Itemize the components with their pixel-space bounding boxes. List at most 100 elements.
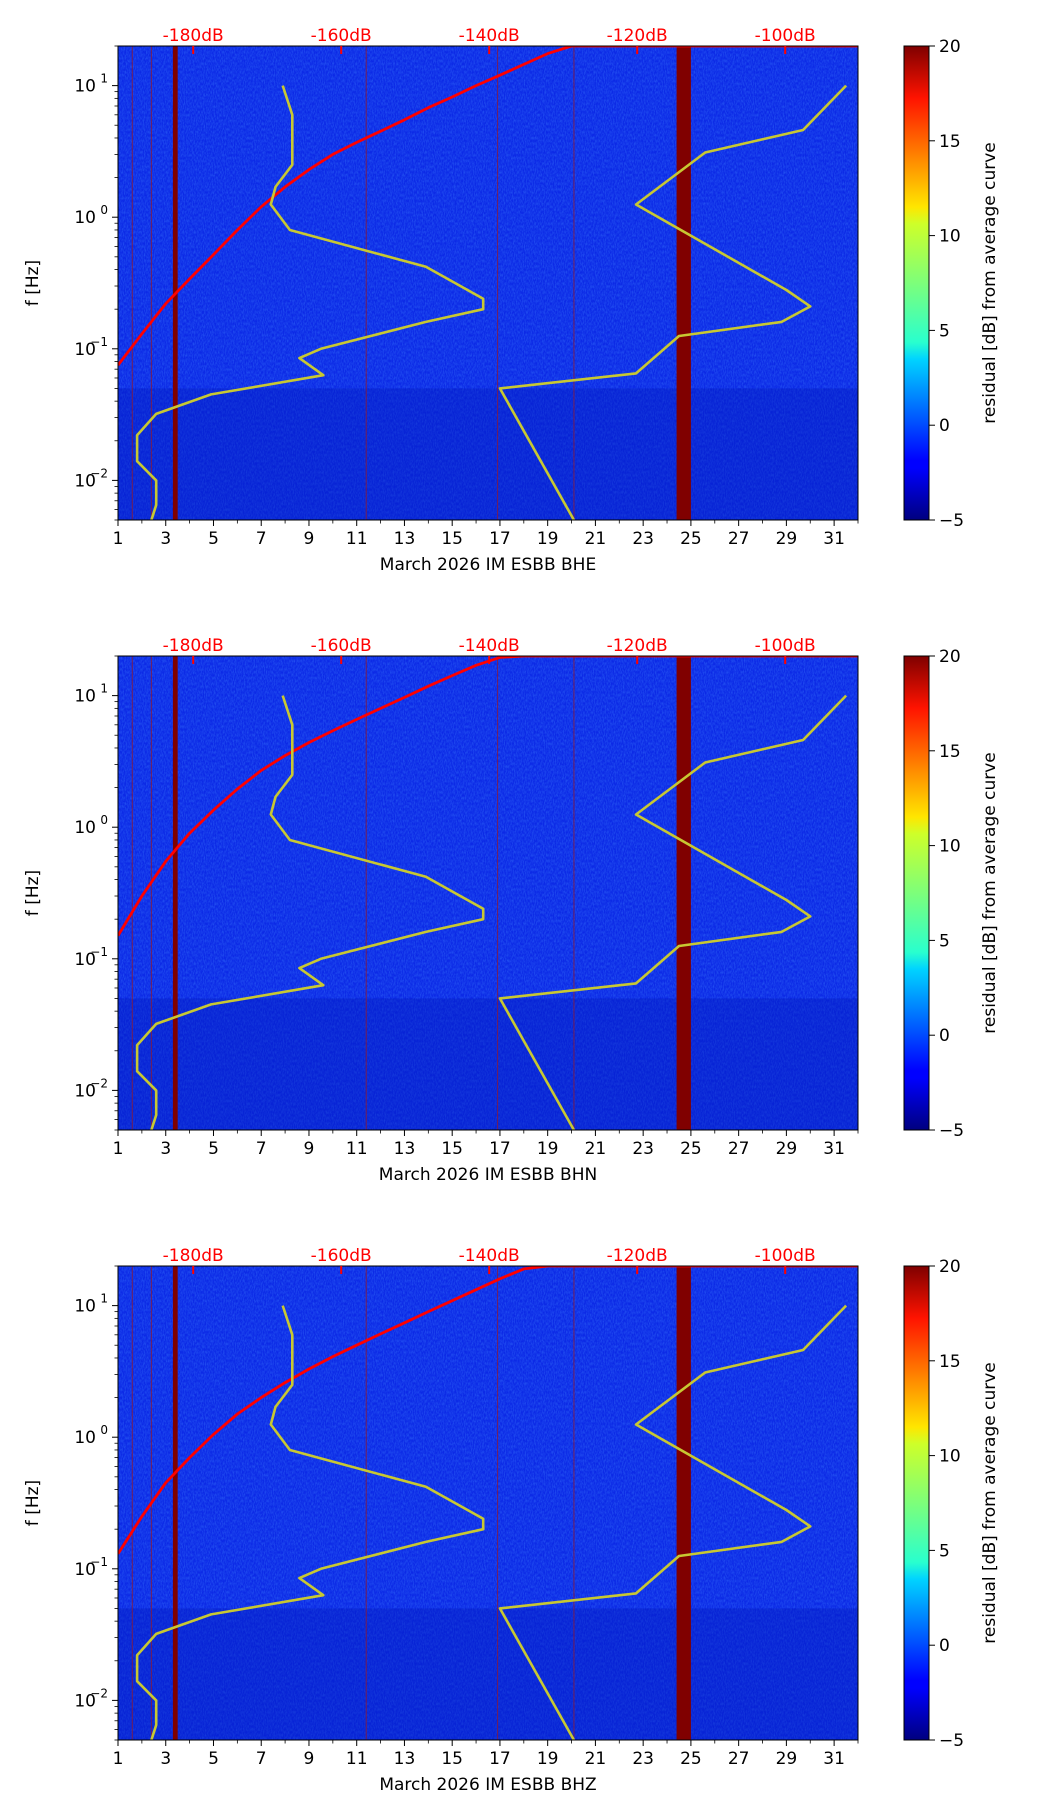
db-tick-label: -140dB xyxy=(459,636,520,656)
colorbar-tick-label: −5 xyxy=(939,1121,964,1141)
y-tick-label: 10 xyxy=(74,687,96,707)
colorbar-tick-label: 5 xyxy=(939,1541,950,1561)
db-tick-label: -180dB xyxy=(163,1246,224,1266)
colorbar xyxy=(903,45,930,521)
plot-area xyxy=(118,1266,858,1740)
colorbar-tick-label: 0 xyxy=(939,1636,950,1656)
axes-frame xyxy=(117,655,859,1131)
series-line-2 xyxy=(498,694,848,1130)
x-tick-label: 25 xyxy=(680,1749,702,1769)
x-tick-label: 27 xyxy=(728,1749,750,1769)
x-tick-label: 13 xyxy=(394,1749,416,1769)
colorbar-tick-label: 10 xyxy=(939,837,961,857)
colorbar-tick-label: 20 xyxy=(939,647,961,667)
x-axis-label: March 2026 IM ESBB BHE xyxy=(380,555,596,575)
spectrogram-texture xyxy=(118,46,858,520)
axes-frame xyxy=(117,45,859,521)
db-tick-label: -100dB xyxy=(755,1246,816,1266)
x-tick-label: 5 xyxy=(208,1139,219,1159)
y-tick-exponent: −2 xyxy=(90,466,108,480)
x-tick-label: 15 xyxy=(441,529,463,549)
x-tick-label: 11 xyxy=(346,1139,368,1159)
x-tick-label: 9 xyxy=(304,1139,315,1159)
db-tick-label: -100dB xyxy=(755,26,816,46)
saturated-column-1 xyxy=(172,656,178,1130)
colorbar-tick-label: 5 xyxy=(939,931,950,951)
low-frequency-band xyxy=(118,388,858,520)
x-tick-label: 27 xyxy=(728,1139,750,1159)
colorbar-label: residual [dB] from average curve xyxy=(980,142,1000,423)
y-tick-exponent: −1 xyxy=(90,1555,108,1569)
y-tick-exponent: 0 xyxy=(100,203,108,217)
spectrogram-texture xyxy=(118,656,858,1130)
y-tick-exponent: 1 xyxy=(100,682,108,696)
y-axis-label: f [Hz] xyxy=(23,870,43,916)
db-tick-label: -180dB xyxy=(163,636,224,656)
x-tick-label: 25 xyxy=(680,529,702,549)
y-tick-label: 10 xyxy=(74,1428,96,1448)
series-line-1 xyxy=(135,85,485,520)
x-tick-label: 1 xyxy=(113,1749,124,1769)
x-tick-label: 13 xyxy=(394,1139,416,1159)
x-tick-label: 5 xyxy=(208,529,219,549)
series-line-0 xyxy=(118,1266,858,1555)
colorbar-tick-label: 10 xyxy=(939,227,961,247)
db-tick-label: -140dB xyxy=(459,1246,520,1266)
colorbar-tick-label: 10 xyxy=(939,1447,961,1467)
x-tick-label: 31 xyxy=(823,1139,845,1159)
x-tick-label: 7 xyxy=(256,1139,267,1159)
saturated-column-0 xyxy=(676,46,691,520)
colorbar-tick-label: 5 xyxy=(939,321,950,341)
saturated-column-0 xyxy=(676,1266,691,1740)
low-frequency-band xyxy=(118,998,858,1130)
y-tick-label: 10 xyxy=(74,1560,96,1580)
db-tick-label: -160dB xyxy=(311,26,372,46)
x-tick-label: 21 xyxy=(585,1749,607,1769)
x-tick-label: 5 xyxy=(208,1749,219,1769)
db-tick-label: -120dB xyxy=(607,636,668,656)
x-tick-label: 1 xyxy=(113,1139,124,1159)
x-tick-label: 13 xyxy=(394,529,416,549)
db-tick-label: -180dB xyxy=(163,26,224,46)
y-tick-label: 10 xyxy=(74,77,96,97)
y-tick-label: 10 xyxy=(74,471,96,491)
x-tick-label: 9 xyxy=(304,529,315,549)
y-tick-label: 10 xyxy=(74,340,96,360)
x-tick-label: 31 xyxy=(823,1749,845,1769)
x-tick-label: 19 xyxy=(537,1139,559,1159)
axes-frame xyxy=(117,1265,859,1741)
series-line-0 xyxy=(118,46,858,367)
y-axis-label: f [Hz] xyxy=(23,260,43,306)
x-tick-label: 15 xyxy=(441,1139,463,1159)
x-tick-label: 23 xyxy=(632,1749,654,1769)
y-tick-label: 10 xyxy=(74,1297,96,1317)
y-tick-label: 10 xyxy=(74,818,96,838)
y-tick-exponent: 1 xyxy=(100,72,108,86)
x-tick-label: 19 xyxy=(537,1749,559,1769)
spectrogram-texture xyxy=(118,1266,858,1740)
y-tick-exponent: −1 xyxy=(90,945,108,959)
y-tick-label: 10 xyxy=(74,208,96,228)
x-tick-label: 23 xyxy=(632,529,654,549)
colorbar-tick-label: 15 xyxy=(939,132,961,152)
x-tick-label: 25 xyxy=(680,1139,702,1159)
x-tick-label: 29 xyxy=(776,1139,798,1159)
colorbar-label: residual [dB] from average curve xyxy=(980,752,1000,1033)
y-tick-exponent: −2 xyxy=(90,1686,108,1700)
x-tick-label: 1 xyxy=(113,529,124,549)
colorbar-tick-label: −5 xyxy=(939,1731,964,1751)
colorbar-tick-label: 0 xyxy=(939,1026,950,1046)
series-line-2 xyxy=(498,84,848,520)
series-line-0 xyxy=(118,656,858,937)
x-tick-label: 3 xyxy=(160,1749,171,1769)
x-tick-label: 31 xyxy=(823,529,845,549)
y-tick-exponent: 0 xyxy=(100,1423,108,1437)
db-tick-label: -120dB xyxy=(607,1246,668,1266)
y-tick-label: 10 xyxy=(74,1691,96,1711)
db-tick-label: -140dB xyxy=(459,26,520,46)
low-frequency-band xyxy=(118,1608,858,1740)
saturated-column-1 xyxy=(172,46,178,520)
